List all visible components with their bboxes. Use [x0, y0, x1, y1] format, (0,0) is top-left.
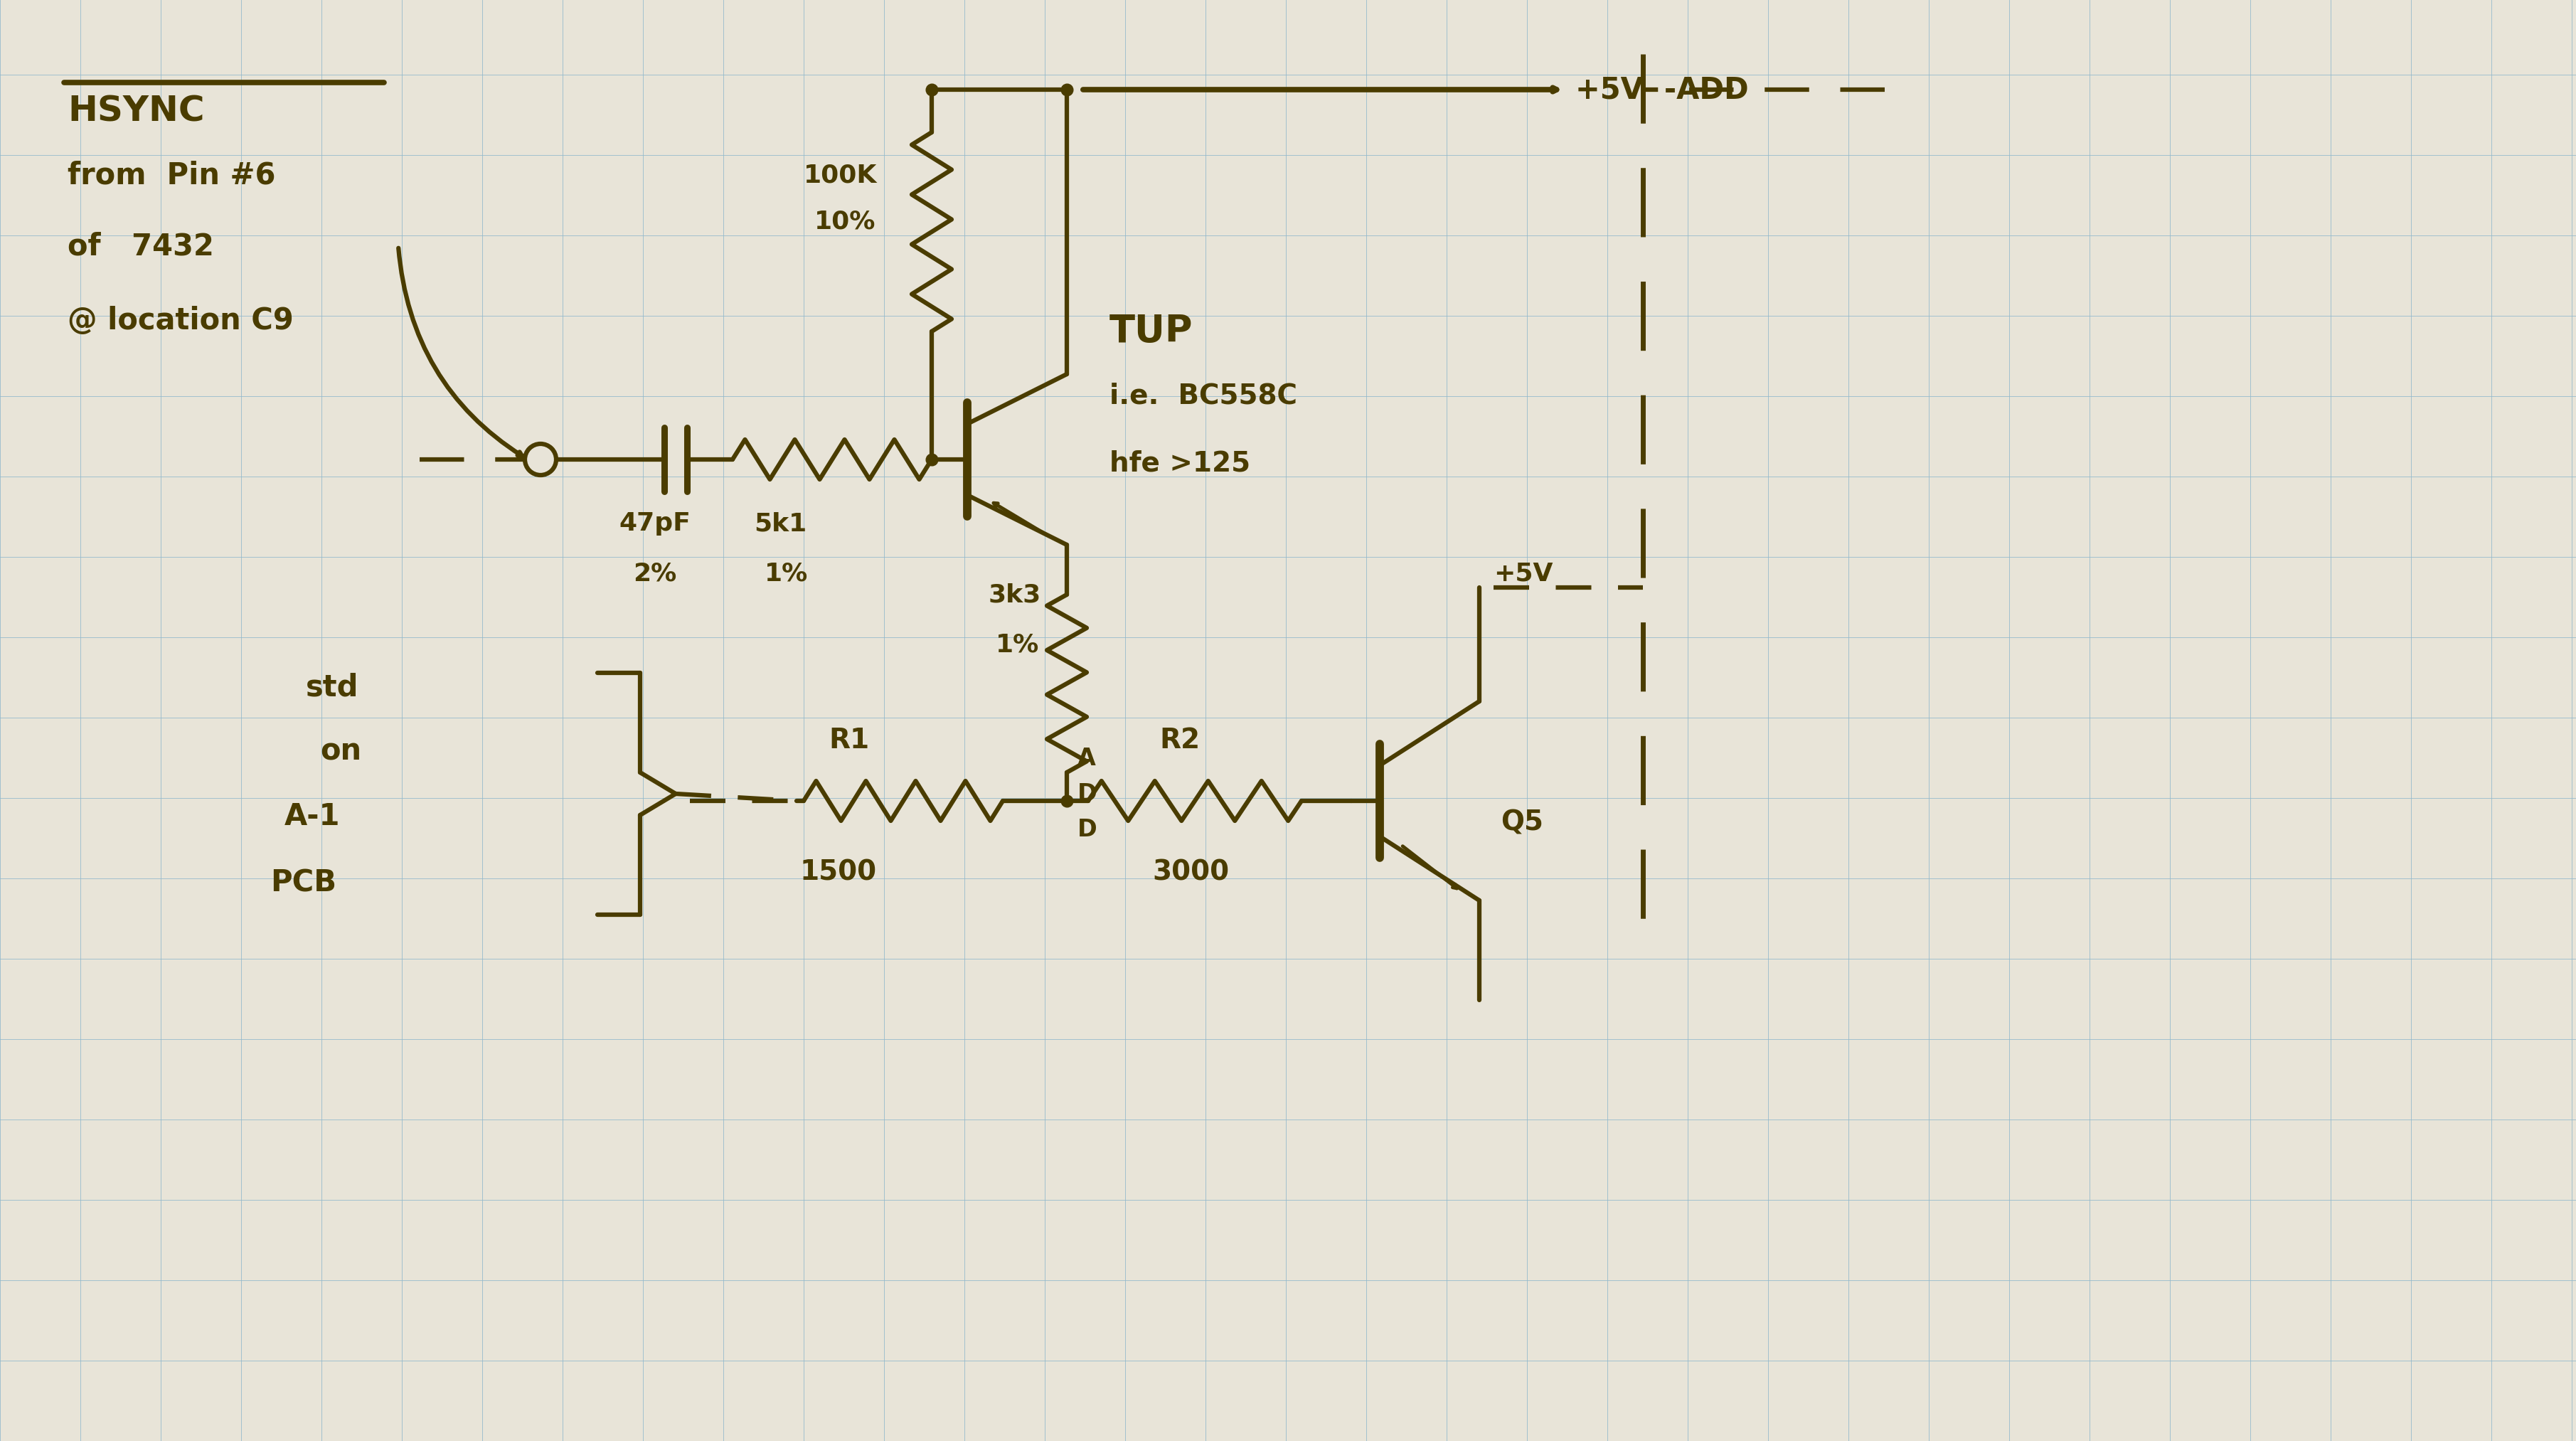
Text: 47pF: 47pF	[618, 512, 690, 536]
Text: +5V: +5V	[1494, 561, 1553, 585]
Text: A: A	[1077, 746, 1095, 769]
Text: 3000: 3000	[1151, 859, 1229, 886]
Text: HSYNC: HSYNC	[67, 94, 204, 128]
Text: 3k3: 3k3	[989, 582, 1041, 607]
Text: Q5: Q5	[1502, 808, 1543, 836]
Text: hfe >125: hfe >125	[1110, 450, 1249, 477]
Text: from  Pin #6: from Pin #6	[67, 160, 276, 190]
Text: D: D	[1077, 782, 1097, 806]
Text: 100K: 100K	[804, 163, 878, 187]
Text: 10%: 10%	[814, 209, 876, 233]
Text: R1: R1	[829, 726, 868, 754]
Text: A-1: A-1	[283, 801, 340, 831]
Text: i.e.  BC558C: i.e. BC558C	[1110, 382, 1298, 409]
Text: D: D	[1077, 817, 1097, 842]
Text: 1%: 1%	[765, 561, 809, 585]
Text: 5k1: 5k1	[755, 512, 806, 536]
Text: 2%: 2%	[634, 561, 677, 585]
Text: on: on	[319, 736, 361, 767]
Text: of   7432: of 7432	[67, 231, 214, 261]
Text: std: std	[307, 672, 358, 702]
Text: 1%: 1%	[997, 633, 1038, 657]
Text: @ location C9: @ location C9	[67, 305, 294, 336]
Text: R2: R2	[1159, 726, 1200, 754]
Text: 1500: 1500	[801, 859, 876, 886]
Text: TUP: TUP	[1110, 313, 1193, 350]
Text: +5V  -ADD: +5V -ADD	[1577, 75, 1749, 105]
Text: PCB: PCB	[270, 867, 337, 898]
